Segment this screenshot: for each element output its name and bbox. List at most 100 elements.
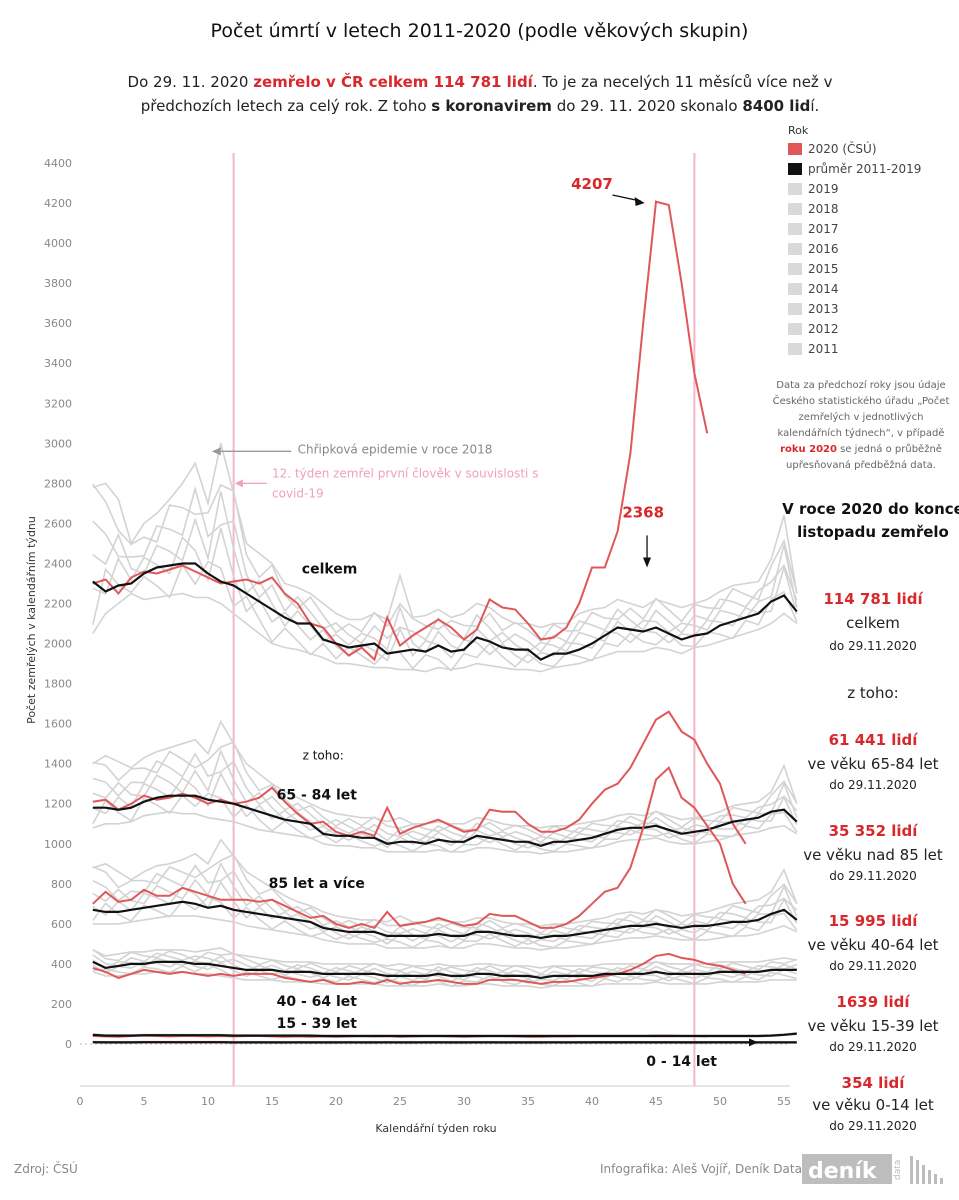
logo-bar: [916, 1160, 919, 1184]
y-axis-title: Počet zemřelých v kalendářním týdnu: [25, 516, 38, 724]
series-2020-line: [93, 202, 707, 660]
legend-item[interactable]: 2019: [788, 182, 839, 196]
summary-label: ve věku 40-64 let: [780, 934, 959, 956]
legend-item[interactable]: 2018: [788, 202, 839, 216]
legend-item[interactable]: 2013: [788, 302, 839, 316]
y-tick-label: 2000: [44, 638, 72, 651]
legend-item[interactable]: průměr 2011-2019: [788, 162, 921, 176]
summary-block-total: 114 781 lidí celkem do 29.11.2020: [780, 590, 959, 655]
chart-annotation: covid-19: [272, 486, 324, 500]
logo-bar: [928, 1170, 931, 1184]
x-tick-label: 45: [649, 1095, 663, 1108]
summary-heading: V roce 2020 do konce listopadu zemřelo: [780, 498, 959, 544]
legend-item[interactable]: 2016: [788, 242, 839, 256]
logo-small-text: data: [893, 1160, 903, 1180]
legend-swatch: [788, 263, 802, 275]
y-tick-label: 3400: [44, 357, 72, 370]
summary-ztoho: z toho:: [780, 682, 959, 704]
summary-value: 114 781 lidí: [780, 590, 959, 608]
summary-block-4064: 15 995 lidí ve věku 40-64 let do 29.11.2…: [780, 912, 959, 975]
legend-label: 2012: [808, 322, 839, 336]
subtitle-part-5: do 29. 11. 2020 skonalo: [552, 97, 742, 115]
legend-title: Rok: [788, 124, 808, 137]
x-axis-title: Kalendářní týden roku: [375, 1122, 496, 1135]
y-tick-label: 2600: [44, 517, 72, 530]
summary-value: 15 995 lidí: [780, 912, 959, 930]
logo-text: deník: [808, 1159, 878, 1184]
legend-swatch: [788, 343, 802, 355]
legend-label: 2017: [808, 222, 839, 236]
summary-label: celkem: [780, 612, 959, 634]
summary-block-6584: 61 441 lidí ve věku 65-84 let do 29.11.2…: [780, 731, 959, 794]
legend-swatch: [788, 163, 802, 175]
legend-item[interactable]: 2014: [788, 282, 839, 296]
legend-swatch: [788, 283, 802, 295]
prior-year-line: [93, 866, 797, 940]
data-source-note: Data za předchozí roky jsou údaje Českéh…: [766, 378, 956, 474]
age-014-arrowhead: [749, 1038, 758, 1046]
x-tick-label: 0: [77, 1095, 84, 1108]
prior-year-line: [93, 562, 797, 671]
legend-swatch: [788, 143, 802, 155]
y-tick-label: 2800: [44, 477, 72, 490]
legend-swatch: [788, 203, 802, 215]
y-tick-label: 4400: [44, 157, 72, 170]
summary-value: 1639 lidí: [780, 993, 959, 1011]
legend-item[interactable]: 2020 (ČSÚ): [788, 142, 877, 156]
group-label: 40 - 64 let: [277, 994, 358, 1010]
chart-annotation: 4207: [571, 175, 613, 193]
y-tick-label: 4000: [44, 237, 72, 250]
logo-bar: [940, 1178, 943, 1184]
note-part-1: Data za předchozí roky jsou údaje Českéh…: [773, 380, 950, 439]
covid-arrowhead: [235, 479, 243, 487]
summary-label: ve věku 0-14 let: [780, 1094, 959, 1116]
summary-date: do 29.11.2020: [780, 1117, 959, 1135]
y-tick-label: 1800: [44, 678, 72, 691]
chart-title: Počet úmrtí v letech 2011-2020 (podle vě…: [0, 20, 959, 42]
peak-arrowhead: [635, 197, 645, 206]
x-tick-label: 10: [201, 1095, 215, 1108]
summary-date: do 29.11.2020: [780, 776, 959, 794]
x-tick-label: 40: [585, 1095, 599, 1108]
legend-item[interactable]: 2017: [788, 222, 839, 236]
legend-swatch: [788, 223, 802, 235]
legend-label: 2020 (ČSÚ): [808, 142, 877, 156]
legend-item[interactable]: 2015: [788, 262, 839, 276]
subtitle-covid-count: 8400 lid: [742, 97, 810, 115]
summary-block-014: 354 lidí ve věku 0-14 let do 29.11.2020: [780, 1074, 959, 1135]
group-label: celkem: [302, 561, 358, 577]
summary-date: do 29.11.2020: [780, 957, 959, 975]
y-tick-label: 1000: [44, 838, 72, 851]
y-tick-label: 3000: [44, 437, 72, 450]
summary-head-text: V roce 2020 do konce listopadu zemřelo: [780, 498, 959, 544]
legend-swatch: [788, 183, 802, 195]
group-label: 15 - 39 let: [277, 1016, 358, 1032]
x-tick-label: 15: [265, 1095, 279, 1108]
y-tick-label: 200: [51, 998, 72, 1011]
subtitle-part-1: Do 29. 11. 2020: [128, 73, 254, 91]
summary-value: 354 lidí: [780, 1074, 959, 1092]
legend-item[interactable]: 2011: [788, 342, 839, 356]
flu-arrowhead: [212, 447, 221, 455]
summary-block-1539: 1639 lidí ve věku 15-39 let do 29.11.202…: [780, 993, 959, 1056]
legend-item[interactable]: 2012: [788, 322, 839, 336]
logo-bar: [910, 1156, 913, 1184]
prior-year-line: [93, 742, 797, 836]
summary-label: ve věku 15-39 let: [780, 1015, 959, 1037]
chart-subtitle: Do 29. 11. 2020 zemřelo v ČR celkem 114 …: [90, 70, 870, 118]
legend-label: 2016: [808, 242, 839, 256]
y-tick-label: 3200: [44, 397, 72, 410]
y-tick-label: 1400: [44, 758, 72, 771]
legend-swatch: [788, 303, 802, 315]
legend-label: 2014: [808, 282, 839, 296]
chart-annotation: Chřipková epidemie v roce 2018: [298, 442, 493, 456]
chart-annotation: 2368: [622, 503, 664, 521]
subtitle-total-highlight: zemřelo v ČR celkem 114 781 lidí: [253, 73, 533, 91]
y-tick-label: 2400: [44, 557, 72, 570]
summary-date: do 29.11.2020: [780, 1038, 959, 1056]
x-tick-label: 20: [329, 1095, 343, 1108]
y-tick-label: 800: [51, 878, 72, 891]
summary-value: 35 352 lidí: [780, 822, 959, 840]
x-tick-label: 5: [141, 1095, 148, 1108]
prior-year-line: [93, 528, 797, 663]
